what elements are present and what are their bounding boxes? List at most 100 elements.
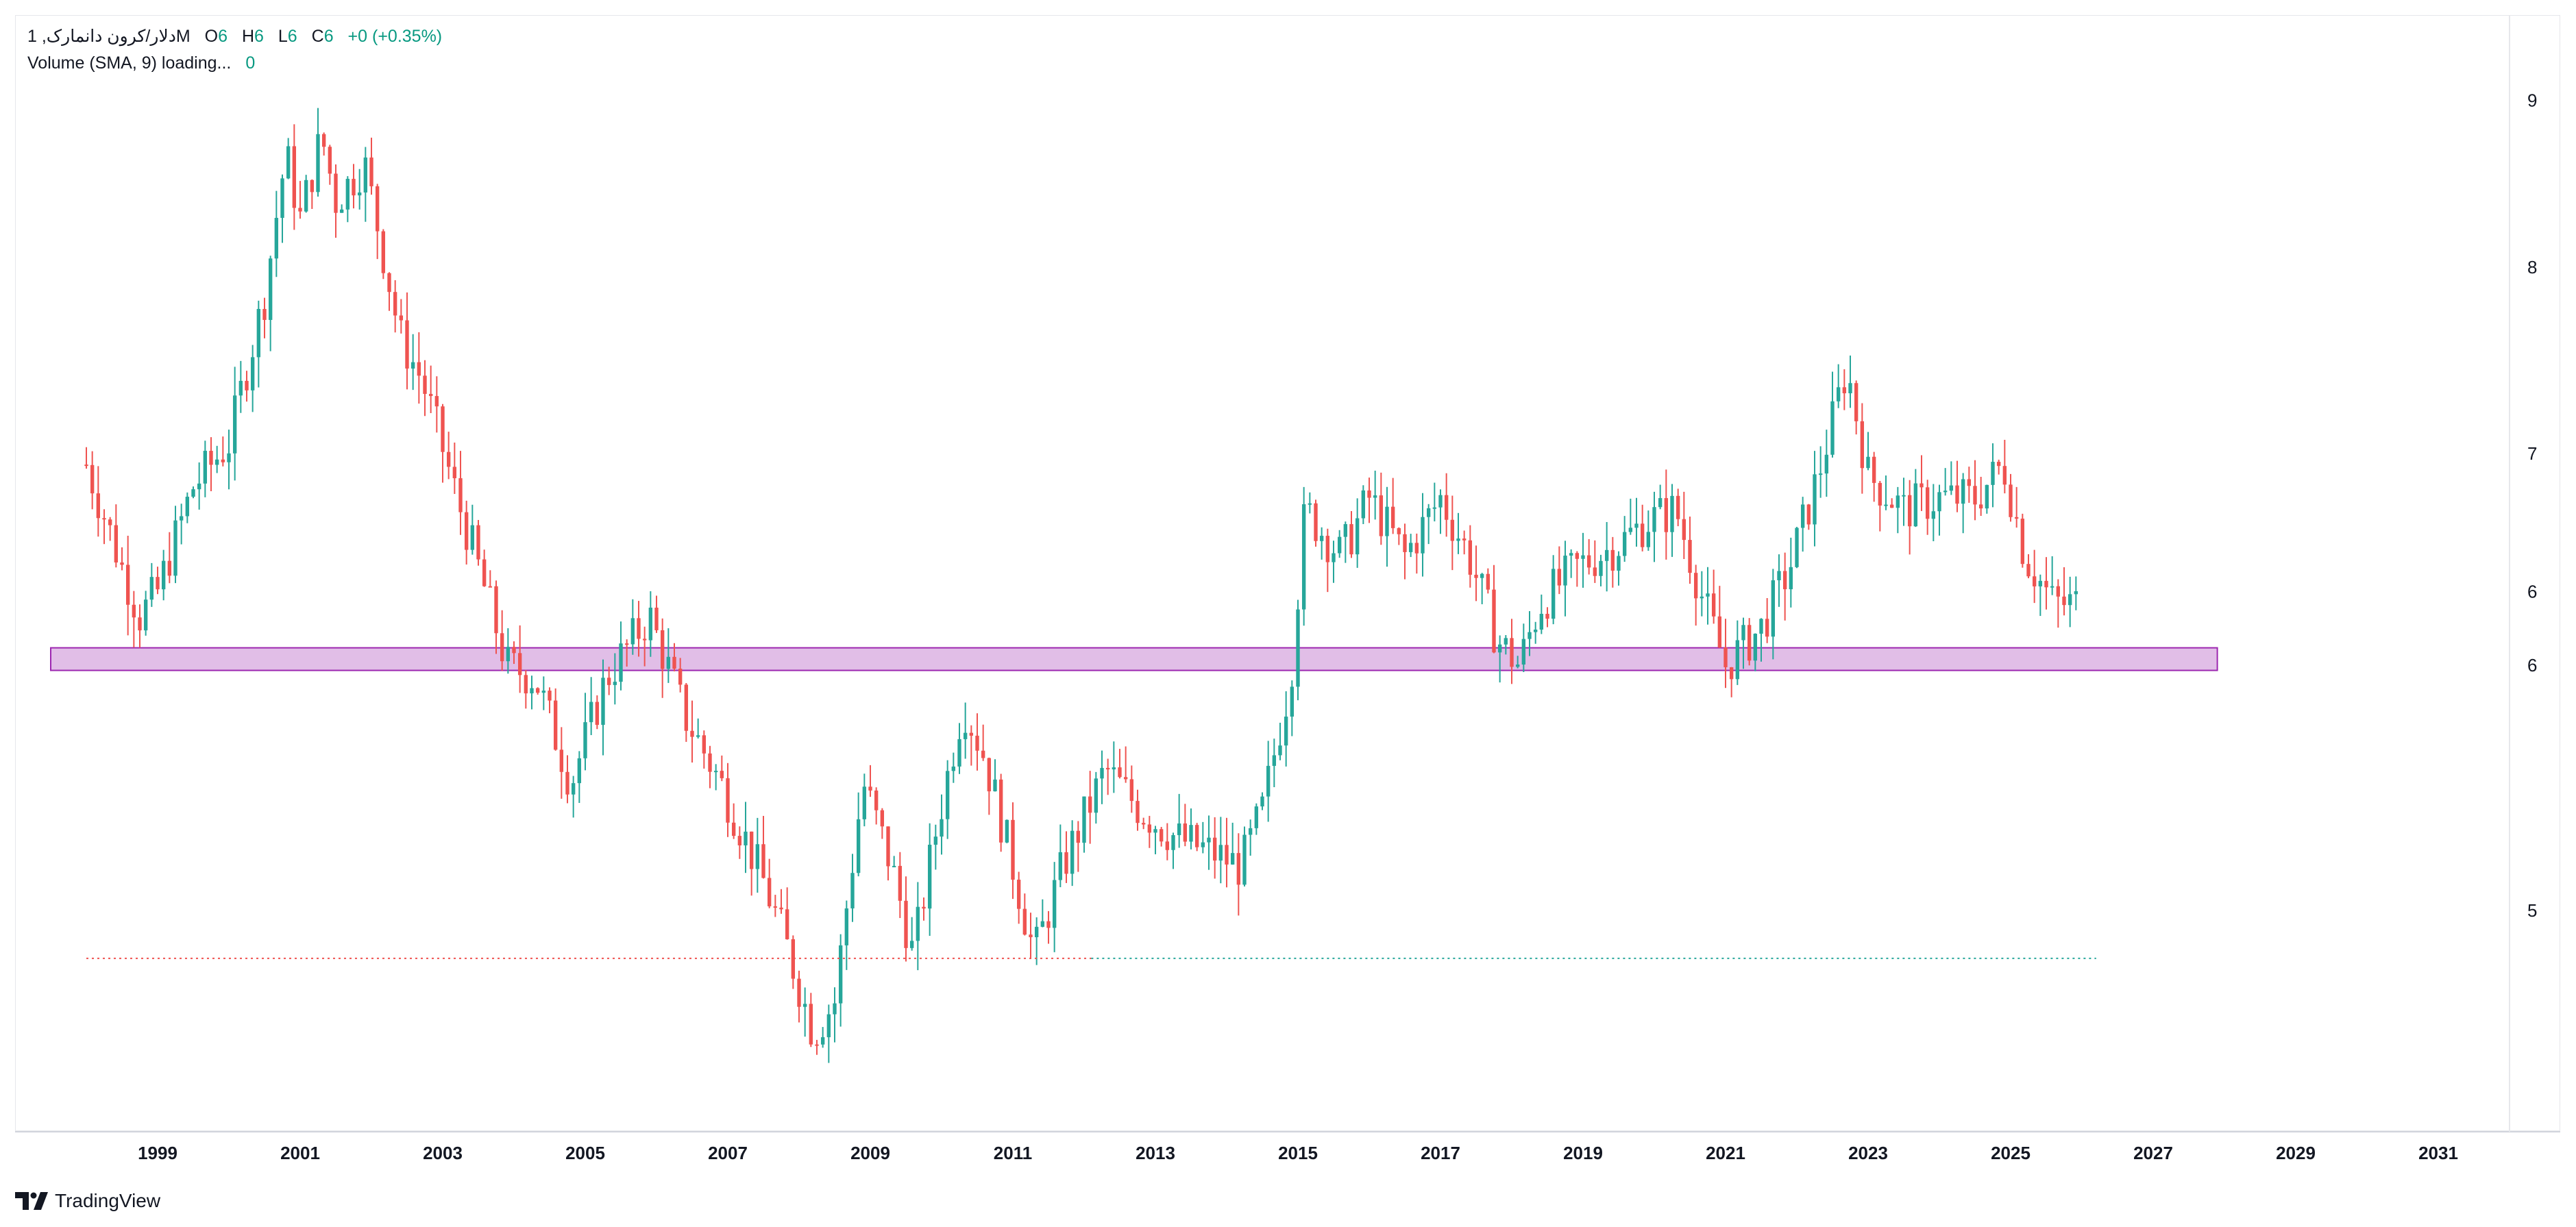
candle-body [1717, 616, 1722, 648]
candle-body [2009, 484, 2013, 517]
candle-body [993, 779, 997, 792]
candle-body [1022, 908, 1027, 935]
candle-body [1824, 454, 1829, 474]
candle-body [1741, 625, 1745, 641]
candle-body [666, 656, 671, 669]
candle-body [1296, 609, 1300, 687]
candle-body [713, 771, 718, 773]
candle-body [345, 179, 350, 210]
candle-body [1777, 571, 1781, 581]
candle-body [1622, 532, 1627, 556]
candle-body [975, 735, 979, 751]
candle-body [624, 643, 629, 645]
chart-pane[interactable] [15, 15, 2560, 1131]
candle-body [1646, 532, 1651, 547]
time-tick-label: 2023 [1848, 1143, 1888, 1163]
candle-body [238, 380, 243, 396]
candle-body [1866, 456, 1870, 469]
candle-body [1676, 495, 1680, 519]
candle-body [405, 320, 409, 369]
candle-body [452, 467, 457, 479]
candle-body [619, 643, 623, 682]
candle-body [1390, 506, 1395, 528]
support-zone-rect[interactable] [50, 647, 2218, 671]
price-tick-label: 5 [2527, 900, 2537, 921]
candle-body [1919, 483, 1924, 488]
candle-body [2002, 466, 2007, 485]
candle-body [1836, 387, 1841, 401]
candle-body [1082, 796, 1086, 843]
candle-body [559, 749, 564, 772]
candle-body [672, 656, 676, 669]
candle-body [957, 739, 961, 767]
candle-body [886, 826, 890, 867]
candle-body [1599, 560, 1603, 576]
candle-body [761, 844, 765, 878]
candle-body [1397, 528, 1401, 534]
price-axis[interactable]: 9 8 7 6 6 5 [2527, 90, 2537, 921]
candle-body [850, 873, 855, 908]
candle-body [268, 258, 273, 320]
candle-body [1682, 519, 1686, 541]
candle-body [1884, 504, 1888, 506]
volume-label[interactable]: Volume (SMA, 9) loading... [27, 53, 232, 73]
candle-body [1016, 880, 1021, 909]
candle-body [369, 157, 373, 186]
candle-body [1432, 507, 1437, 509]
high-label: H [241, 27, 254, 46]
time-axis[interactable]: 1999 2001 2003 2005 2007 2009 2011 2013 2015 2017… [138, 1143, 2458, 1163]
candle-body [84, 464, 88, 467]
candle-body [642, 639, 647, 641]
candle-body [1474, 574, 1478, 578]
candle-body [1700, 596, 1704, 599]
candle-body [898, 865, 903, 901]
candle-body [1515, 664, 1520, 667]
candle-body [96, 493, 101, 519]
candle-body [1688, 540, 1692, 573]
candle-body [1290, 686, 1295, 717]
candle-body [1254, 806, 1259, 828]
candle-body [143, 599, 148, 631]
candle-body [232, 395, 237, 454]
candle-body [1308, 503, 1312, 505]
candle-body [613, 682, 617, 685]
candle-body [500, 633, 504, 662]
time-tick-label: 2011 [994, 1143, 1032, 1163]
candle-body [969, 732, 974, 736]
time-tick-label: 2019 [1563, 1143, 1603, 1163]
candle-body [1468, 540, 1473, 575]
candle-body [1724, 647, 1728, 667]
candle-body [1076, 830, 1081, 843]
candle-body [1504, 638, 1508, 645]
candle-body [963, 732, 968, 739]
candle-body [304, 179, 308, 212]
candle-body [708, 753, 712, 772]
candle-body [1403, 534, 1407, 552]
candle-body [357, 192, 362, 196]
symbol-label[interactable]: دلار/کرون دانمارک, 1M [27, 27, 191, 46]
candle-body [410, 362, 415, 369]
candle-body [1480, 573, 1484, 578]
candle-body [1652, 507, 1656, 532]
candle-body [1011, 819, 1015, 880]
candle-body [1842, 387, 1847, 394]
candle-body [1408, 543, 1413, 552]
candle-body [316, 134, 320, 193]
candle-body [702, 735, 707, 754]
candle-body [1100, 767, 1104, 779]
candle-body [998, 779, 1003, 843]
candle-body [767, 878, 772, 906]
time-tick-label: 2021 [1706, 1143, 1745, 1163]
candle-body [548, 691, 552, 701]
candle-body [1854, 383, 1859, 421]
candle-body [1789, 567, 1793, 590]
candle-body [1640, 523, 1645, 547]
candle-body [1159, 829, 1164, 842]
tradingview-logo[interactable]: TradingView [15, 1189, 160, 1213]
candle-body [1379, 495, 1384, 536]
candle-body [892, 865, 896, 867]
candle-body [1967, 479, 1972, 486]
candle-body [601, 678, 605, 726]
candle-body [1991, 462, 1995, 485]
